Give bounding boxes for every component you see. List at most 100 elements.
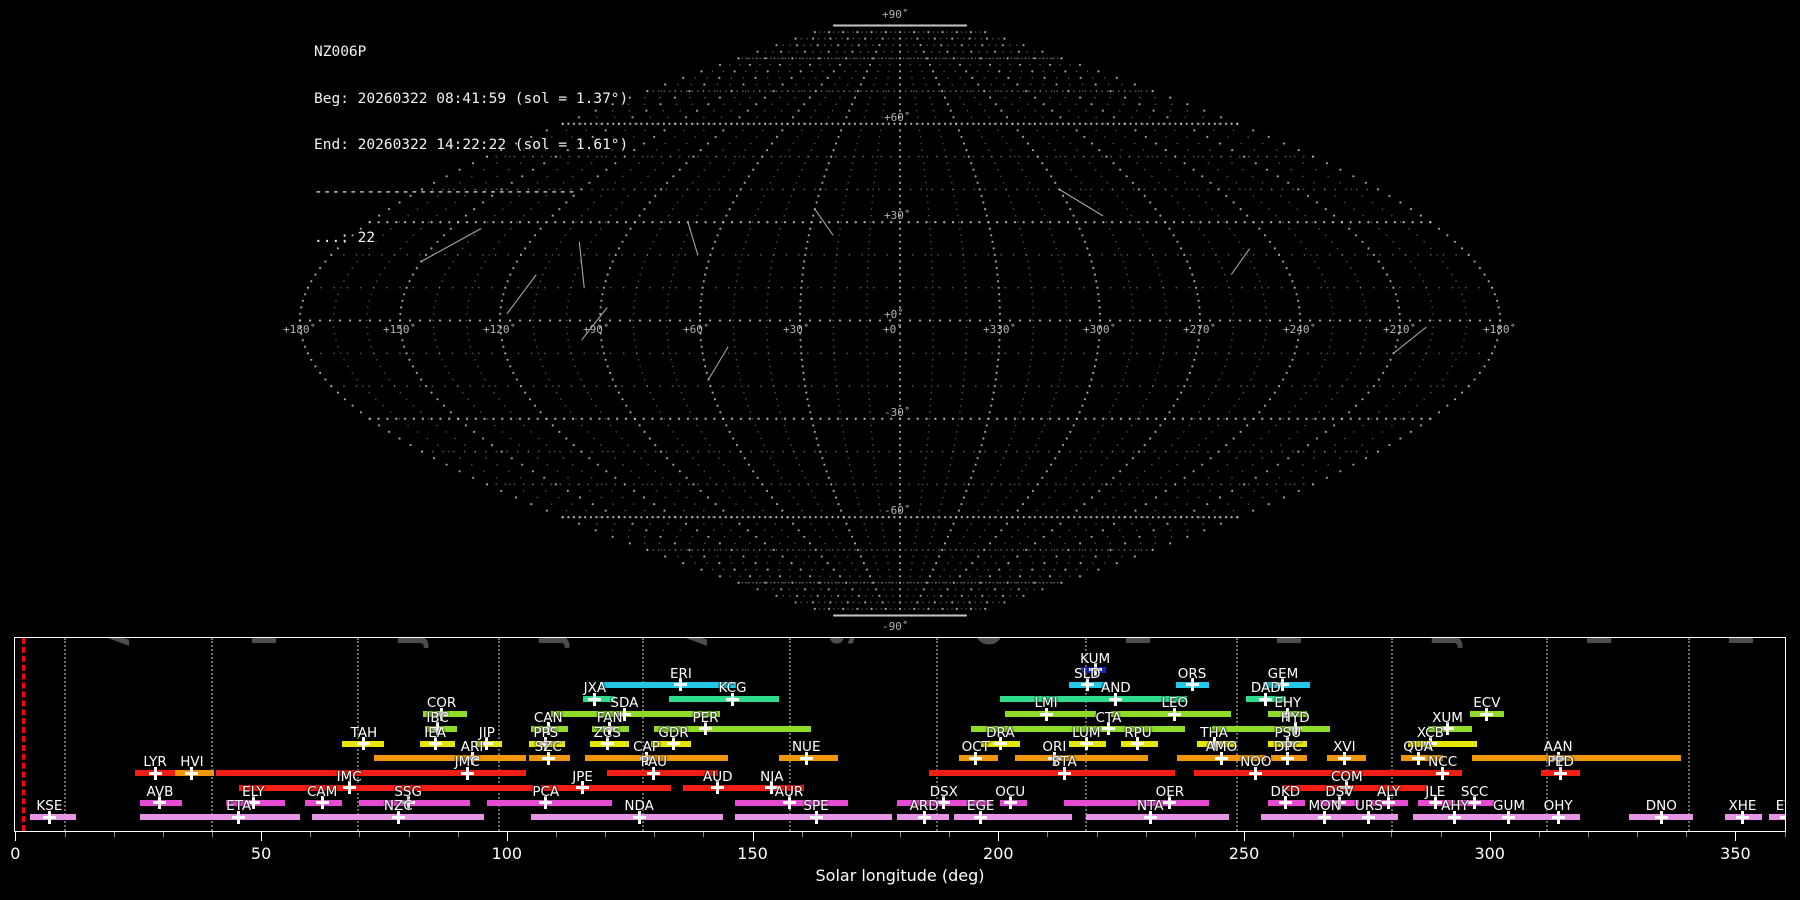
shower-bar-ssg[interactable] (359, 799, 470, 806)
solar-longitude-axis: 0 50 100 150 200 250 300 350 (10, 832, 1786, 863)
shower-bar-tah[interactable] (341, 740, 384, 747)
shower-label-kse: KSE (36, 798, 63, 815)
shower-bar-dno[interactable] (1629, 814, 1694, 821)
shower-bar-hvi[interactable] (174, 770, 215, 777)
shower-bar-jmc[interactable] (216, 770, 527, 777)
shower-label-evi: EVI (1775, 798, 1785, 815)
shower-bar-xvi[interactable] (1327, 755, 1367, 762)
shower-bar-sta[interactable] (929, 770, 1175, 777)
shower-bar-iea[interactable] (420, 740, 455, 747)
shower-bar-kse[interactable] (29, 814, 77, 821)
shower-bar-nzc[interactable] (312, 814, 485, 821)
shower-label-dsv: DSV (1325, 783, 1354, 800)
shower-bar-urs[interactable] (1341, 814, 1399, 821)
shower-bar-xhe[interactable] (1725, 814, 1763, 821)
shower-bar-noo[interactable] (1194, 770, 1423, 777)
shower-bar-and[interactable] (1000, 696, 1188, 703)
shower-bar-lum[interactable] (1069, 740, 1106, 747)
shower-bar-ors[interactable] (1175, 681, 1210, 688)
shower-label-aly: ALY (1376, 783, 1401, 800)
shower-label-jpe: JPE (572, 768, 593, 785)
sky-map-grid (298, 24, 1502, 617)
shower-bar-ocu[interactable] (1000, 799, 1028, 806)
shower-label-jxa: JXA (583, 680, 607, 697)
sky-map: +90˚ -90˚ +60˚ +30˚ +0˚ -30˚ -60˚ +180˚ +150˚ +12… (280, 8, 1520, 633)
month-label-dec: DEC (1270, 638, 1309, 646)
shower-bar-zcs[interactable] (589, 740, 630, 747)
sky-label-lon-6: +0˚ (883, 322, 903, 336)
shower-bar-leo[interactable] (1110, 711, 1232, 718)
sky-label-lon-0: +180˚ (283, 322, 317, 336)
shower-bar-ari[interactable] (373, 755, 527, 762)
shower-bar-rpu[interactable] (1120, 740, 1158, 747)
shower-bar-aud[interactable] (683, 784, 745, 791)
shower-bar-mon[interactable] (1260, 814, 1367, 821)
shower-label-tah: TAH (350, 724, 378, 741)
shower-bar-avb[interactable] (140, 799, 183, 806)
shower-bar-oer[interactable] (1064, 799, 1210, 806)
shower-bar-sda[interactable] (550, 711, 721, 718)
shower-bar-eri[interactable] (599, 681, 737, 688)
shower-bar-jpe[interactable] (540, 784, 672, 791)
shower-label-ncc: NCC (1428, 754, 1458, 771)
shower-bar-gum[interactable] (1481, 814, 1546, 821)
shower-label-jmc: JMC (454, 754, 480, 771)
shower-bar-cta[interactable] (970, 725, 1185, 732)
shower-bar-imc[interactable] (238, 784, 534, 791)
shower-bar-cam[interactable] (304, 799, 342, 806)
shower-bar-evi[interactable] (1769, 814, 1785, 821)
shower-label-gem: GEM (1267, 665, 1299, 682)
shower-bar-lyr[interactable] (135, 770, 175, 777)
shower-label-per: PER (692, 709, 719, 726)
shower-label-xvi: XVI (1333, 739, 1356, 756)
shower-bar-dkd[interactable] (1268, 799, 1306, 806)
shower-bar-dpc[interactable] (1270, 755, 1308, 762)
sky-label-lon-9: +270˚ (1183, 322, 1217, 336)
shower-bar-fed[interactable] (1540, 770, 1581, 777)
shower-bar-per[interactable] (653, 725, 812, 732)
shower-bar-ncc[interactable] (1422, 770, 1463, 777)
shower-bar-szc[interactable] (528, 755, 571, 762)
axis-tick-200 (998, 832, 1000, 841)
month-divider-jan (1391, 638, 1394, 831)
shower-label-xhe: XHE (1728, 798, 1757, 815)
shower-label-lum: LUM (1072, 724, 1101, 741)
shower-bar-pau[interactable] (607, 770, 718, 777)
shower-label-xum: XUM (1432, 709, 1463, 726)
shower-bar-ori[interactable] (1015, 755, 1148, 762)
shower-bar-nda[interactable] (531, 814, 723, 821)
axis-tick-350 (1735, 832, 1737, 841)
sky-label-lon-7: +330˚ (983, 322, 1017, 336)
shower-bar-cap[interactable] (585, 755, 728, 762)
shower-bar-nue[interactable] (779, 755, 839, 762)
sky-label-north-pole: +90˚ (882, 7, 909, 21)
shower-bar-aur[interactable] (734, 799, 848, 806)
shower-bar-oct[interactable] (958, 755, 998, 762)
shower-bar-aan[interactable] (1472, 755, 1681, 762)
begin-time: Beg: 20260322 08:41:59 (sol = 1.37°) (314, 90, 629, 107)
shower-bar-ecv[interactable] (1469, 711, 1505, 718)
shower-bar-hyd[interactable] (1211, 725, 1330, 732)
shower-bar-eta[interactable] (140, 814, 301, 821)
shower-label-nzc: NZC (383, 798, 413, 815)
shower-label-ehy: EHY (1274, 695, 1302, 712)
shower-bar-ard[interactable] (897, 814, 949, 821)
shower-label-amo: AMO (1205, 739, 1238, 756)
sky-label-lon-10: +240˚ (1283, 322, 1317, 336)
shower-bar-lmi[interactable] (1005, 711, 1097, 718)
shower-label-cta: CTA (1095, 709, 1122, 726)
axis-minor-tick (1637, 832, 1639, 837)
shower-bar-spe[interactable] (734, 814, 893, 821)
shower-bar-ege[interactable] (953, 814, 1072, 821)
shower-bar-com[interactable] (1282, 784, 1428, 791)
shower-bar-pca[interactable] (486, 799, 613, 806)
shower-bar-nta[interactable] (1086, 814, 1229, 821)
shower-label-spe: SPE (803, 798, 829, 815)
shower-bar-xcb[interactable] (1408, 740, 1478, 747)
shower-bar-ohy[interactable] (1540, 814, 1581, 821)
month-label-sep: SEP (823, 638, 862, 646)
shower-bar-kcg[interactable] (668, 696, 780, 703)
shower-label-aud: AUD (702, 768, 733, 785)
shower-activity-panel: APR MAY JUN JUL AUG SEP OCT NOV DEC JAN FEB MAR KUM E… (14, 637, 1786, 832)
